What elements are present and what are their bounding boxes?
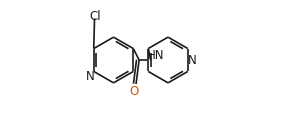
Text: N: N: [86, 70, 95, 84]
Text: HN: HN: [147, 49, 165, 62]
Text: Cl: Cl: [89, 10, 101, 23]
Text: O: O: [130, 85, 139, 98]
Text: N: N: [188, 54, 197, 66]
